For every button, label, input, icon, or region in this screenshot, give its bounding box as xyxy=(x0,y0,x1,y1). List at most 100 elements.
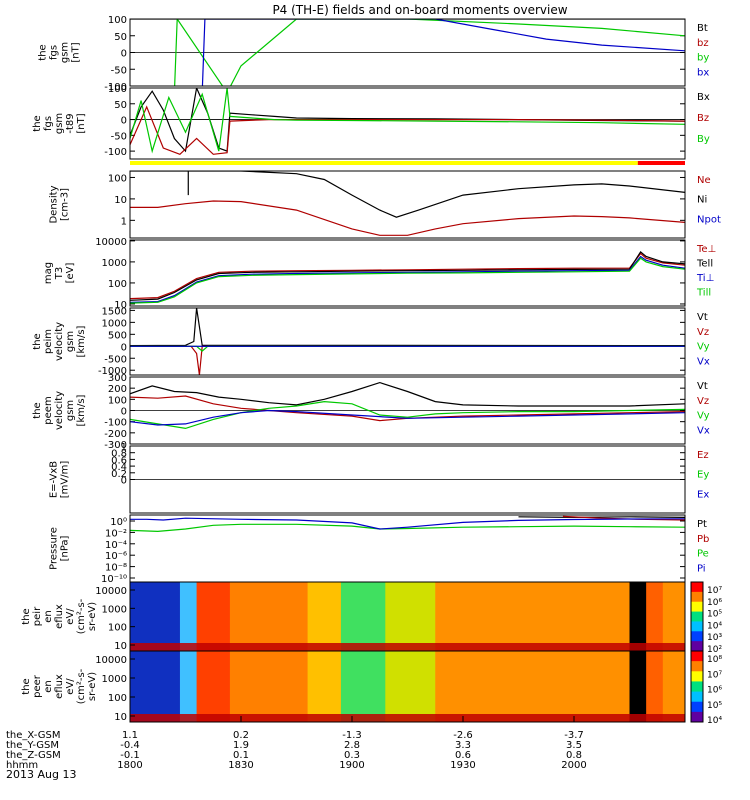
series-line-Ne xyxy=(130,200,685,236)
legend-label: Ti⊥ xyxy=(696,273,714,284)
series-line-Till xyxy=(130,257,685,304)
colorbar-tick-label: 10⁶ xyxy=(707,686,722,696)
spectrogram-column xyxy=(130,651,181,722)
series-group xyxy=(130,251,685,304)
series-group xyxy=(130,515,685,533)
y-tick-label: -50 xyxy=(111,65,127,76)
series-line-Vt xyxy=(130,308,685,347)
spectrogram-column xyxy=(629,651,647,722)
y-tick-label: 10⁻⁶ xyxy=(105,551,127,562)
panel-frame xyxy=(129,18,686,87)
legend-label: Pi xyxy=(697,563,706,574)
x-tick-label: 1900 xyxy=(339,760,364,771)
legend-label: by xyxy=(697,53,709,64)
legend-label: Vx xyxy=(697,356,710,367)
x-tick-label: 0.2 xyxy=(233,730,249,741)
legend-label: Ez xyxy=(697,450,709,461)
x-tick-label: -2.6 xyxy=(453,730,473,741)
x-tick-label: 2000 xyxy=(561,760,586,771)
x-tick-label: 3.5 xyxy=(566,740,582,751)
y-tick-label: -1000 xyxy=(98,366,127,377)
y-tick-label: 1000 xyxy=(102,318,127,329)
y-tick-label: 10⁻² xyxy=(105,528,127,539)
y-tick-label: 1000 xyxy=(102,674,127,685)
panel-frame xyxy=(129,307,686,376)
spectrogram-low-band xyxy=(130,714,685,722)
panel-frame xyxy=(129,650,686,723)
x-tick-label: 1.9 xyxy=(233,740,249,751)
colorbar-tick-label: 10² xyxy=(707,645,722,655)
legend-label: Ne xyxy=(697,175,711,186)
legend-label: Te⊥ xyxy=(696,244,716,255)
panel-frame xyxy=(129,170,686,239)
colorbar-tick-label: 10⁸ xyxy=(707,655,722,665)
spectrogram-column xyxy=(179,582,198,651)
colorbar-tick-label: 10⁵ xyxy=(707,610,722,620)
series-line-Pt xyxy=(518,516,685,519)
x-tick-label: -1.3 xyxy=(342,730,362,741)
legend-label: Vt xyxy=(697,381,708,392)
y-tick-label: 10⁰ xyxy=(110,517,127,528)
spectrogram-column xyxy=(662,582,685,651)
series-line-Vy xyxy=(130,400,685,430)
legend-label: Vy xyxy=(697,411,710,422)
spectrogram-column xyxy=(307,651,342,722)
colorbar-tick-label: 10⁴ xyxy=(707,621,722,631)
y-tick-label: 1500 xyxy=(102,306,127,317)
legend-label: bz xyxy=(697,38,709,49)
spectrogram-column xyxy=(196,582,231,651)
x-tick-label: -0.4 xyxy=(120,740,140,751)
series-line-by xyxy=(174,19,685,86)
y-tick-label: 100 xyxy=(108,173,127,184)
x-row-label: hhmm xyxy=(6,760,38,771)
series-line-Pi xyxy=(130,517,685,530)
legend-label: Bx xyxy=(697,92,710,103)
x-tick-label: 2.8 xyxy=(344,740,360,751)
series-group xyxy=(130,308,685,375)
panel-3: 100 10 1 Ne Ni Npot Density[cm-3] xyxy=(49,170,721,239)
colorbar-segment xyxy=(691,611,703,622)
panel-7: 10.80.60.40.20 Ez Ey Ex E=-VxB[mV/m] xyxy=(49,442,709,514)
colorbar-frame xyxy=(690,650,704,723)
y-axis-label: Density[cm-3] xyxy=(49,185,71,223)
series-line-Vy xyxy=(130,345,685,352)
y-axis-label: thefgsgsm[nT] xyxy=(38,42,82,63)
colorbar-segment xyxy=(691,661,703,672)
series-group xyxy=(130,19,685,86)
y-tick-label: 50 xyxy=(114,32,127,43)
y-tick-label: 500 xyxy=(108,330,127,341)
y-tick-label: 0.2 xyxy=(111,469,127,480)
legend-label: Vz xyxy=(697,327,709,338)
series-line-Pe xyxy=(130,523,685,533)
series-line-Ni xyxy=(130,171,685,218)
legend-label: Ex xyxy=(697,489,709,500)
x-tick-label: 1.1 xyxy=(122,730,138,741)
y-tick-label: 0 xyxy=(121,342,127,353)
legend-label: Pe xyxy=(697,549,709,560)
x-row-label: the_Z-GSM xyxy=(6,750,61,761)
spectrogram-column xyxy=(229,651,309,722)
series-line-Ti⊥ xyxy=(130,255,685,303)
y-tick-label: 10⁻¹⁰ xyxy=(101,574,127,585)
spectrogram-column xyxy=(385,651,436,722)
spectrogram-column xyxy=(435,582,630,651)
legend-label: Bt xyxy=(697,23,708,34)
spectrogram-column xyxy=(307,582,342,651)
x-row-label: the_Y-GSM xyxy=(6,740,59,751)
y-tick-label: 0 xyxy=(121,116,127,127)
spectrogram-column xyxy=(435,651,630,722)
series-line-Bz xyxy=(130,105,685,155)
mode-bar-segment xyxy=(130,161,638,165)
x-tick-label: 3.3 xyxy=(455,740,471,751)
spectrogram-column xyxy=(646,582,664,651)
panel-frame xyxy=(129,445,686,514)
panel-10: 10⁸ 10⁷ 10⁶ 10⁵ 10⁴ 10000 1000 100 10 thepeerenef… xyxy=(21,650,722,726)
spectrogram-column xyxy=(646,651,664,722)
colorbar-tick-label: 10⁵ xyxy=(707,701,722,711)
legend-label: Pb xyxy=(697,534,709,545)
x-tick-label: 0.1 xyxy=(233,750,249,761)
series-line-Tell xyxy=(130,251,685,301)
